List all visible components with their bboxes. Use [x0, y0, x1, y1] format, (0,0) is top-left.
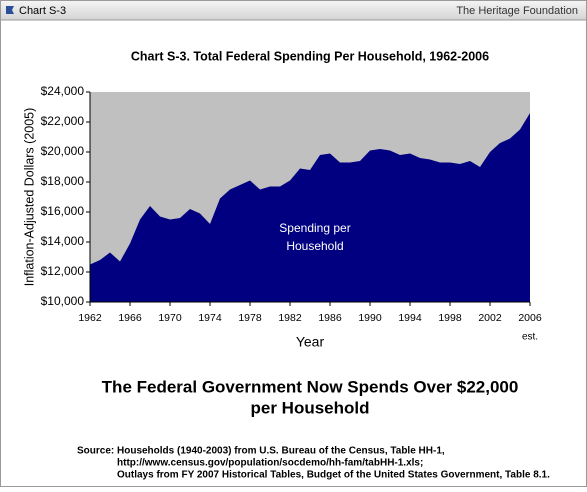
headline: The Federal Government Now Spends Over $…: [102, 377, 519, 396]
area: [90, 113, 530, 302]
x-tick-label: 1986: [318, 312, 342, 324]
annotation: Spending per: [279, 221, 350, 235]
y-tick-label: $24,000: [41, 84, 85, 98]
source-line: Outlays from FY 2007 Historical Tables, …: [117, 470, 550, 481]
x-tick-label: 1982: [278, 312, 302, 324]
title-bar: [1, 1, 586, 20]
y-tick-label: $18,000: [41, 174, 85, 188]
y-tick-label: $12,000: [41, 264, 85, 278]
x-tick-label: 1998: [438, 312, 462, 324]
annotation: Household: [286, 239, 343, 253]
window-title: Chart S-3: [19, 5, 66, 17]
x-note: est.: [522, 332, 538, 343]
x-tick-label: 1970: [158, 312, 182, 324]
x-tick-label: 1974: [198, 312, 222, 324]
source-line: Households (1940-2003) from U.S. Bureau …: [117, 446, 445, 457]
brand: The Heritage Foundation: [456, 5, 578, 17]
x-tick-label: 1978: [238, 312, 262, 324]
source-line: http://www.census.gov/population/socdemo…: [117, 458, 423, 469]
x-tick-label: 1994: [398, 312, 422, 324]
x-tick-label: 1966: [118, 312, 142, 324]
headline: per Household: [250, 398, 369, 417]
y-axis-label: Inflation-Adjusted Dollars (2005): [22, 108, 36, 287]
chart-title: Chart S-3. Total Federal Spending Per Ho…: [131, 49, 489, 63]
x-tick-label: 2006: [518, 312, 542, 324]
y-tick-label: $14,000: [41, 234, 85, 248]
y-tick-label: $16,000: [41, 204, 85, 218]
window-icon: [6, 6, 14, 14]
x-tick-label: 2002: [478, 312, 502, 324]
x-tick-label: 1962: [78, 312, 102, 324]
x-tick-label: 1990: [358, 312, 382, 324]
x-axis-label: Year: [296, 334, 325, 350]
y-tick-label: $22,000: [41, 114, 85, 128]
y-tick-label: $20,000: [41, 144, 85, 158]
y-tick-label: $10,000: [41, 294, 85, 308]
source-label: Source:: [77, 446, 114, 457]
